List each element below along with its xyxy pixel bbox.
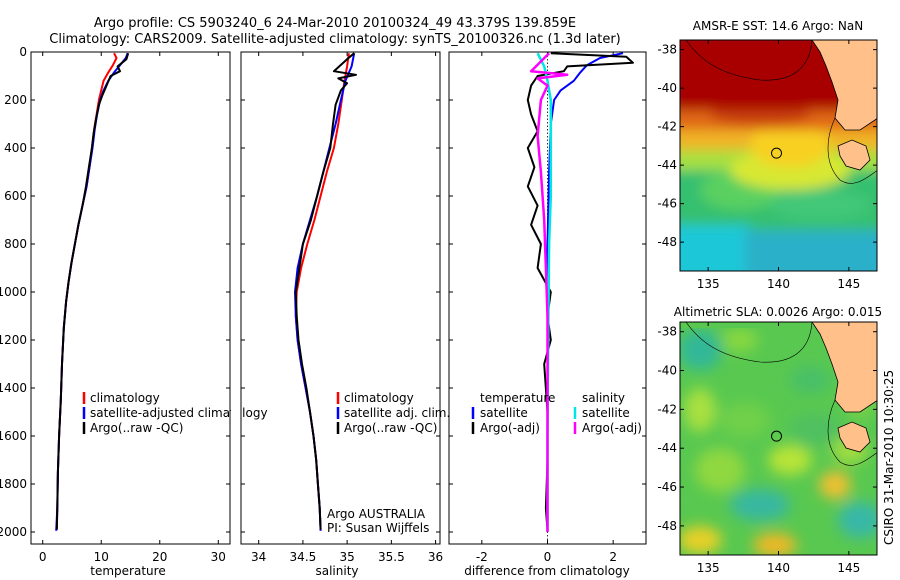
legend-label-satellite: satellite-adjusted climatology: [90, 406, 268, 420]
difference-axes-frame: [448, 51, 647, 545]
legend-label-argo: Argo(..raw -QC): [90, 421, 183, 435]
legend-overflow-mask: [231, 390, 241, 436]
sla-lat-label: -44: [657, 441, 677, 455]
sst-lon-label: 145: [837, 277, 860, 291]
salinity-legend: climatology satellite adj. clim. Argo(..…: [336, 391, 450, 435]
legend-label-argo: Argo(..raw -QC): [344, 421, 437, 435]
float-pi-annotation: PI: Susan Wijffels: [327, 521, 429, 535]
temperature-xtick-label: 30: [211, 550, 226, 564]
argo-position-marker: [771, 430, 783, 442]
series-climatology: [55, 52, 118, 530]
salinity-axes-frame: [240, 51, 441, 545]
tasmania-coastline: [837, 421, 871, 453]
sst-lat-label: -44: [657, 158, 677, 172]
series-salinity-argo-adj: [529, 52, 569, 532]
depth-tick-label: 1600: [0, 429, 27, 443]
series-argo-raw-qc: [55, 52, 130, 530]
tasmania-coastline: [837, 139, 871, 171]
depth-tick-label: 1400: [0, 381, 27, 395]
sla-lon-label: 145: [837, 561, 860, 575]
salinity-panel: 34 34.5 35 35.5 36 salinity climatology sate…: [240, 51, 450, 578]
temperature-xtick-label: 10: [94, 550, 109, 564]
depth-tick-label: 2000: [0, 525, 27, 539]
sst-lat-label: -48: [657, 235, 677, 249]
shelf-contour: [827, 399, 877, 466]
legend-title-salinity: salinity: [582, 391, 625, 405]
difference-xtick-label: 0: [544, 550, 552, 564]
legend-label-temp-satellite: satellite: [480, 406, 528, 420]
depth-tick-label: 1200: [0, 333, 27, 347]
series-temperature-argo-adj: [526, 52, 634, 531]
csiro-timestamp: CSIRO 31-Mar-2010 10:30:25: [882, 370, 896, 545]
temperature-panel: 0 10 20 30 0 200 400 600 800 1000 1200 1400 1600 1800…: [0, 45, 268, 578]
difference-legend: temperature satellite Argo(-adj) salinit…: [471, 391, 642, 435]
temperature-xtick-label: 0: [39, 550, 47, 564]
depth-tick-label: 1000: [0, 285, 27, 299]
sst-map-title: AMSR-E SST: 14.6 Argo: NaN: [693, 19, 863, 33]
depth-tick-label: 400: [4, 141, 27, 155]
temperature-legend: climatology satellite-adjusted climatolo…: [82, 391, 268, 435]
difference-panel: -2 0 2 difference from climatology tempera…: [448, 51, 647, 578]
legend-label-temp-argo: Argo(-adj): [480, 421, 540, 435]
salinity-xlabel: salinity: [315, 564, 358, 578]
legend-label-salt-argo: Argo(-adj): [582, 421, 642, 435]
temperature-xlabel: temperature: [90, 564, 165, 578]
sst-lon-label: 140: [767, 277, 790, 291]
series-satellite-adj-clim: [294, 53, 356, 531]
sla-lat-label: -40: [657, 364, 677, 378]
depth-tick-label: 200: [4, 93, 27, 107]
sla-lat-label: -38: [657, 325, 677, 339]
float-owner-annotation: Argo AUSTRALIA: [327, 507, 426, 521]
salinity-xtick-label: 35.5: [378, 550, 405, 564]
shelf-contour: [685, 40, 813, 81]
depth-tick-label: 800: [4, 237, 27, 251]
sst-lat-label: -40: [657, 81, 677, 95]
shelf-contour: [685, 322, 813, 363]
series-argo-raw-qc: [294, 52, 357, 530]
legend-label-salt-satellite: satellite: [582, 406, 630, 420]
sla-lon-label: 140: [767, 561, 790, 575]
sst-map: AMSR-E SST: 14.6 Argo: NaN: [657, 19, 878, 291]
temperature-xtick-label: 20: [152, 550, 167, 564]
temperature-axes-frame: [30, 51, 231, 545]
sla-map: Altimetric SLA: 0.0026 Argo: 0.015: [657, 305, 882, 575]
salinity-xtick-label: 34.5: [290, 550, 317, 564]
argo-position-marker: [771, 147, 783, 159]
csiro-timestamp-strip: CSIRO 31-Mar-2010 10:30:25: [882, 370, 896, 545]
salinity-xtick-label: 35: [339, 550, 354, 564]
sla-lat-label: -42: [657, 402, 677, 416]
legend-title-temperature: temperature: [480, 391, 555, 405]
legend-label-satellite: satellite adj. clim.: [344, 406, 450, 420]
sla-lat-label: -48: [657, 519, 677, 533]
sla-map-title: Altimetric SLA: 0.0026 Argo: 0.015: [674, 305, 882, 319]
figure-title-line2: Climatology: CARS2009. Satellite-adjuste…: [49, 32, 621, 47]
sst-lon-label: 135: [697, 277, 720, 291]
difference-xtick-label: 2: [609, 550, 617, 564]
sst-lat-label: -46: [657, 197, 677, 211]
difference-xlabel: difference from climatology: [464, 564, 630, 578]
difference-xtick-label: -2: [476, 550, 488, 564]
sst-lat-label: -38: [657, 43, 677, 57]
sst-lat-label: -42: [657, 120, 677, 134]
salinity-xtick-label: 34: [251, 550, 266, 564]
legend-label-climatology: climatology: [344, 391, 414, 405]
depth-tick-label: 0: [19, 45, 27, 59]
figure-title-line1: Argo profile: CS 5903240_6 24-Mar-2010 2…: [94, 16, 576, 31]
sla-lon-label: 135: [697, 561, 720, 575]
legend-label-climatology: climatology: [90, 391, 160, 405]
depth-tick-label: 1800: [0, 477, 27, 491]
series-climatology: [294, 53, 350, 530]
series-temperature-satellite: [546, 52, 624, 532]
sla-lat-label: -46: [657, 480, 677, 494]
salinity-xtick-label: 36: [428, 550, 443, 564]
shelf-contour: [827, 117, 877, 184]
depth-tick-label: 600: [4, 189, 27, 203]
